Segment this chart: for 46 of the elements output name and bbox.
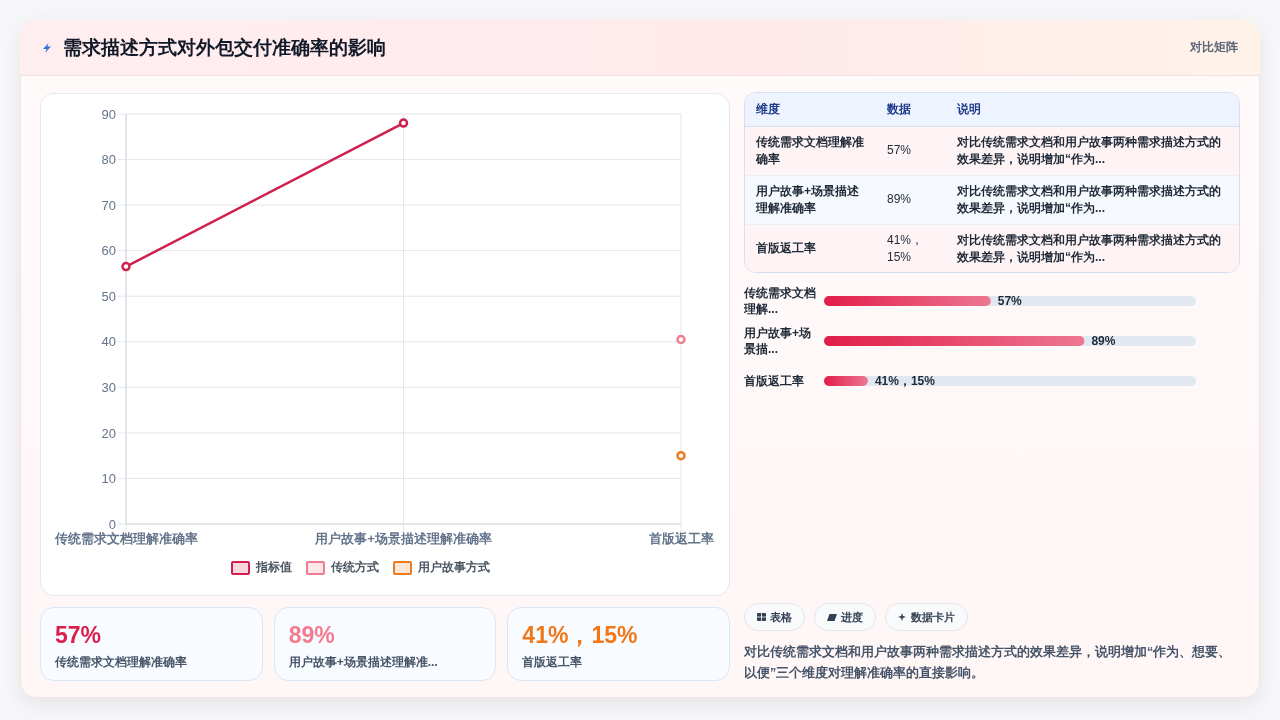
y-tick-label: 用户故事+场景描... xyxy=(744,325,812,357)
text: 对比传统需求文档和用户故事两种需求描述方式的效果差异，说明增加“作为... xyxy=(957,183,1221,215)
y-tick-label: 80 xyxy=(101,152,116,168)
y-tick-label: 90 xyxy=(101,106,116,122)
data-label: 89% xyxy=(1091,334,1116,348)
text: 57% xyxy=(55,622,102,648)
text: 对比矩阵 xyxy=(1190,39,1238,56)
text: 对比传统需求文档和用户故事两种需求描述方式的效果差异，说明增加“作为... xyxy=(957,232,1221,264)
y-tick-label: 30 xyxy=(101,379,116,395)
data-label: 57% xyxy=(997,294,1023,308)
text: 对比传统需求文档和用户故事两种需求描述方式的效果差异，说明增加“作为、想要、以便”三个维度对理解准确率的直接影响。 xyxy=(744,645,1232,680)
y-tick-label: 50 xyxy=(101,288,116,304)
legend-label: 用户故事方式 xyxy=(418,560,490,574)
text: 用户故事+场景描述理解准确率 xyxy=(756,183,860,215)
x-tick-label: 用户故事+场景描述理解准确率 xyxy=(314,531,492,547)
point xyxy=(121,261,131,272)
text: 进度 xyxy=(841,609,863,625)
y-tick-label: 传统需求文档理解... xyxy=(744,285,817,317)
text: 89% xyxy=(288,622,335,648)
y-tick-label: 70 xyxy=(101,197,116,213)
y-tick-label: 0 xyxy=(108,516,116,532)
point xyxy=(676,450,686,461)
x-tick-label: 传统需求文档理解准确率 xyxy=(53,531,198,547)
text: 89% xyxy=(887,192,912,206)
text: 传统需求文档理解准确率 xyxy=(55,655,187,669)
point xyxy=(676,334,686,345)
text: 57% xyxy=(887,143,912,157)
y-tick-label: 20 xyxy=(101,425,116,441)
text: 需求描述方式对外包交付准确率的影响 xyxy=(63,35,386,60)
x-tick-label: 首版返工率 xyxy=(647,531,714,547)
text: 表格 xyxy=(770,609,792,625)
text: 用户故事+场景描述理解准... xyxy=(288,655,438,669)
text: 对比传统需求文档和用户故事两种需求描述方式的效果差异，说明增加“作为... xyxy=(957,134,1221,166)
data-label: 41%，15% xyxy=(874,374,936,388)
text: 首版返工率 xyxy=(522,655,583,669)
y-tick-label: 40 xyxy=(101,334,116,350)
y-tick-label: 首版返工率 xyxy=(744,373,804,389)
text: 41%，15% xyxy=(887,232,924,264)
y-tick-label: 10 xyxy=(101,471,116,487)
point xyxy=(398,118,409,128)
text: 41%，15% xyxy=(522,622,638,648)
legend-label: 传统方式 xyxy=(331,560,379,574)
text: 传统需求文档理解准确率 xyxy=(756,134,864,166)
text: 数据卡片 xyxy=(911,609,955,625)
legend-label: 指标值 xyxy=(256,560,292,574)
y-tick-label: 60 xyxy=(101,243,116,259)
